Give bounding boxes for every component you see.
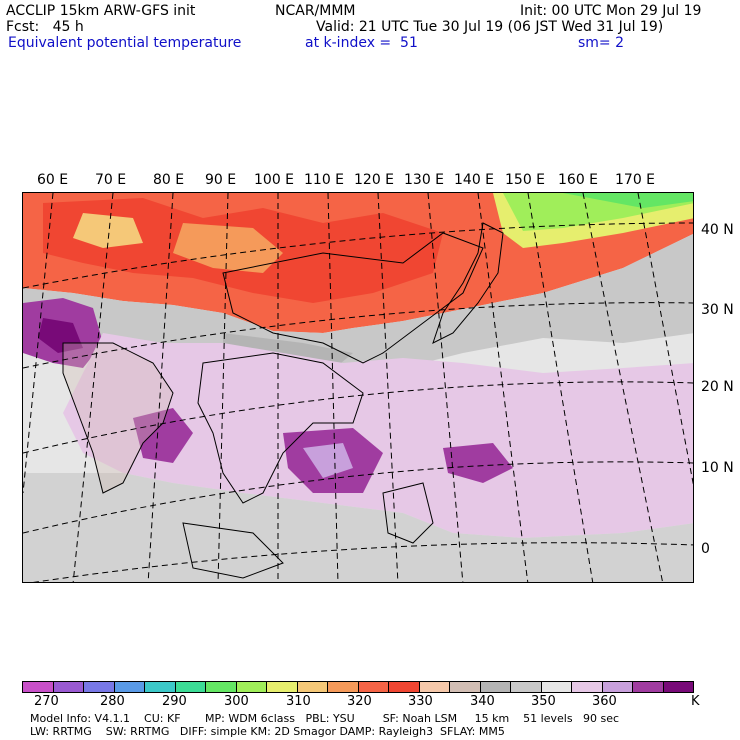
colorbar-swatch [267,682,298,692]
model-title: ACCLIP 15km ARW-GFS init [6,3,196,19]
graticule [23,193,693,582]
field-name: Equivalent potential temperature [8,35,242,51]
lon-label: 120 E [354,172,395,188]
lat-label: 10 N [701,460,734,476]
colorbar-swatch [297,682,328,692]
lat-line-10 [23,461,693,534]
lat-label: 0 [701,541,710,557]
colorbar-tick-label: 330 [408,694,433,709]
lon-label: 110 E [304,172,345,188]
colorbar-swatch [236,682,267,692]
colorbar-tick-label: 340 [470,694,495,709]
colorbar-swatch [328,682,359,692]
china-outline [222,232,484,364]
colorbar-tick-label: 350 [531,694,556,709]
lon-line [327,193,339,582]
colorbar-swatch [84,682,115,692]
purple-west-pacific [443,443,513,483]
lon-line [427,193,464,582]
lon-line [377,193,399,582]
lon-label: 100 E [254,172,295,188]
lat-label: 20 N [701,379,734,395]
indonesia-outline [182,522,284,579]
forecast-hour: Fcst: 45 h [6,19,84,35]
colorbar-swatch [53,682,84,692]
philippines-outline [382,482,434,544]
lat-line-0 [33,542,693,582]
colorbar-tick-label: 360 [592,694,617,709]
lon-line [477,193,529,582]
colorbar-swatch [206,682,237,692]
colorbar-tick-label: 310 [286,694,311,709]
organization-label: NCAR/MMM [275,3,356,19]
purple-mid-patch [303,443,353,478]
indochina-outline [197,352,364,504]
colorbar-swatch [419,682,450,692]
colorbar-swatch [389,682,420,692]
colorbar-swatch [572,682,603,692]
lon-line [527,193,594,582]
lat-line-30 [23,302,693,369]
lon-line [637,193,693,486]
colorbar-swatch [541,682,572,692]
lat-line-20 [23,381,693,454]
lon-line [582,193,664,582]
lon-label: 90 E [205,172,237,188]
lon-label: 70 E [95,172,127,188]
smoothing-label: sm= 2 [578,35,625,51]
colorbar-tick-label: 290 [162,694,187,709]
colorbar-unit: K [691,694,700,709]
colorbar-swatch [663,682,693,692]
colorbar-swatch [358,682,389,692]
lon-label: 130 E [404,172,445,188]
colorbar-tick-label: 300 [224,694,249,709]
model-info-line2: LW: RRTMG SW: RRTMG DIFF: simple KM: 2D … [30,725,505,738]
colorbar-swatch [480,682,511,692]
lon-line [147,193,174,582]
lon-label: 150 E [505,172,546,188]
india-outline [62,342,174,494]
colorbar-tick-label: 270 [34,694,59,709]
colorbar-tick-label: 320 [347,694,372,709]
colorbar-swatch [145,682,176,692]
lon-label: 60 E [37,172,69,188]
colorbar-swatch [602,682,633,692]
colorbar-swatch [633,682,664,692]
yellow-orange-patch [73,213,143,248]
level-index: at k-index = 51 [305,35,418,51]
colorbar-tick-label: 280 [100,694,125,709]
japan-outline [432,222,504,344]
init-time: Init: 00 UTC Mon 29 Jul 19 [520,3,702,19]
valid-time: Valid: 21 UTC Tue 30 Jul 19 (06 JST Wed … [316,19,664,35]
lat-label: 30 N [701,302,734,318]
colorbar-swatch [450,682,481,692]
lon-label: 160 E [558,172,599,188]
map-canvas [23,193,693,582]
lon-line [217,193,229,582]
colorbar-swatch [114,682,145,692]
lon-line [23,193,54,494]
colorbar-swatch [175,682,206,692]
lon-label: 170 E [615,172,656,188]
orange-patch [173,223,283,273]
purple-bay-of-bengal [133,408,193,463]
lon-label: 140 E [454,172,495,188]
lat-line-40 [23,222,693,289]
lat-label: 40 N [701,222,734,238]
model-info-line1: Model Info: V4.1.1 CU: KF MP: WDM 6class… [30,712,620,725]
lon-label: 80 E [153,172,185,188]
green-core-northeast [563,193,693,208]
purple-core-west [38,318,83,353]
colorbar [22,681,694,693]
colorbar-swatch [23,682,54,692]
lon-line [72,193,114,582]
theta-e-map [22,192,694,583]
colorbar-swatch [511,682,542,692]
